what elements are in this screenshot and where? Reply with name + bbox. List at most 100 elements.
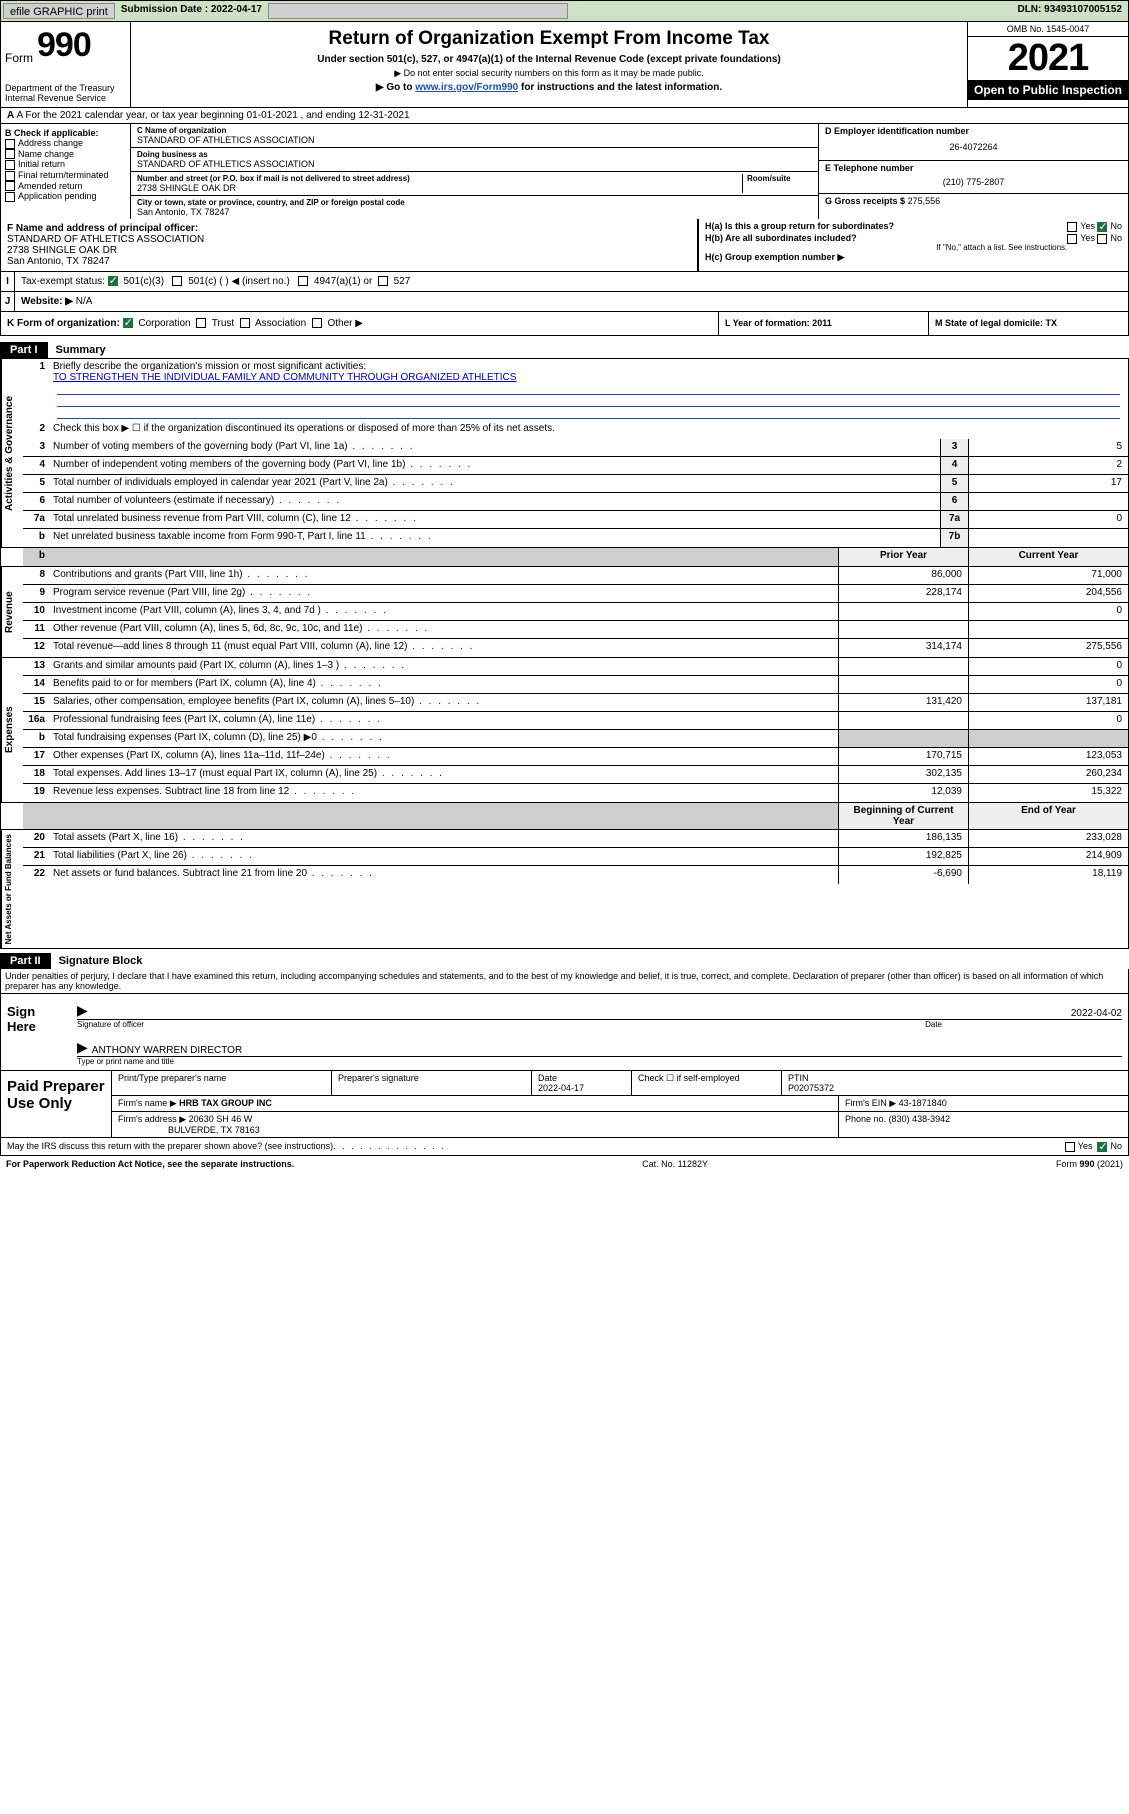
k-corp-check[interactable] (123, 318, 133, 328)
prior-val: 170,715 (838, 748, 968, 765)
row-klm: K Form of organization: Corporation Trus… (0, 312, 1129, 336)
city-label: City or town, state or province, country… (137, 198, 812, 207)
line-num: 8 (23, 567, 49, 584)
firm-phone-label: Phone no. (845, 1114, 886, 1124)
line-num: 3 (23, 439, 49, 456)
part-i-tag: Part I (0, 342, 48, 358)
current-val: 260,234 (968, 766, 1128, 783)
firm-addr2: BULVERDE, TX 78163 (168, 1125, 260, 1135)
line-val: 5 (968, 439, 1128, 456)
hb-yes-check[interactable] (1067, 234, 1077, 244)
row-f-h: F Name and address of principal officer:… (0, 219, 1129, 272)
room-label: Room/suite (747, 174, 812, 183)
current-val: 275,556 (968, 639, 1128, 657)
org-name: STANDARD OF ATHLETICS ASSOCIATION (137, 135, 812, 145)
prior-val: 12,039 (838, 784, 968, 802)
prior-val: 131,420 (838, 694, 968, 711)
line-desc: Benefits paid to or for members (Part IX… (49, 676, 838, 693)
discuss-no-check[interactable] (1097, 1142, 1107, 1152)
paid-preparer-label: Paid Preparer Use Only (1, 1071, 111, 1137)
vtab-activities: Activities & Governance (1, 359, 23, 547)
k-trust-check[interactable] (196, 318, 206, 328)
colb-check[interactable] (5, 171, 15, 181)
l-year-formation: L Year of formation: 2011 (725, 318, 832, 328)
gross-label: G Gross receipts $ (825, 196, 905, 206)
line-desc: Total fundraising expenses (Part IX, col… (49, 730, 838, 747)
line-num: 9 (23, 585, 49, 602)
note-ssn: ▶ Do not enter social security numbers o… (137, 68, 961, 79)
part-i-title: Summary (48, 342, 114, 358)
line-desc: Total number of individuals employed in … (49, 475, 940, 492)
firm-ein-label: Firm's EIN ▶ (845, 1098, 896, 1108)
phone-label: E Telephone number (825, 163, 1122, 173)
line-num: 17 (23, 748, 49, 765)
firm-name: HRB TAX GROUP INC (179, 1098, 272, 1108)
line-num: 13 (23, 658, 49, 675)
dba-label: Doing business as (137, 150, 812, 159)
current-val (968, 621, 1128, 638)
current-val: 18,119 (968, 866, 1128, 884)
row-i: I Tax-exempt status: 501(c)(3) 501(c) ( … (0, 272, 1129, 292)
i-501c-check[interactable] (172, 276, 182, 286)
line-desc: Total unrelated business revenue from Pa… (49, 511, 940, 528)
line-val: 0 (968, 511, 1128, 528)
prior-val (838, 730, 968, 747)
ha-no-check[interactable] (1097, 222, 1107, 232)
ha-yes-check[interactable] (1067, 222, 1077, 232)
current-val: 204,556 (968, 585, 1128, 602)
topbar: efile GRAPHIC print Submission Date : 20… (0, 0, 1129, 22)
blank-button[interactable] (268, 3, 568, 19)
note-link: ▶ Go to www.irs.gov/Form990 for instruct… (137, 82, 961, 93)
i-4947-check[interactable] (298, 276, 308, 286)
k-other-check[interactable] (312, 318, 322, 328)
k-label: K Form of organization: (7, 318, 120, 329)
summary-netassets: Net Assets or Fund Balances 20Total asse… (0, 830, 1129, 949)
colb-check[interactable] (5, 160, 15, 170)
row-a-period: A A For the 2021 calendar year, or tax y… (0, 108, 1129, 124)
colb-check[interactable] (5, 181, 15, 191)
f-line1: STANDARD OF ATHLETICS ASSOCIATION (7, 234, 204, 245)
part-ii-title: Signature Block (51, 953, 151, 969)
gross-value: 275,556 (908, 196, 941, 206)
line-desc: Salaries, other compensation, employee b… (49, 694, 838, 711)
line-num: 4 (23, 457, 49, 474)
hc-label: H(c) Group exemption number ▶ (705, 252, 844, 262)
line-desc: Other expenses (Part IX, column (A), lin… (49, 748, 838, 765)
firm-phone: (830) 438-3942 (889, 1114, 951, 1124)
form-header: Form 990 Department of the Treasury Inte… (0, 22, 1129, 108)
prior-val: 86,000 (838, 567, 968, 584)
colb-check[interactable] (5, 149, 15, 159)
discuss-yes-check[interactable] (1065, 1142, 1075, 1152)
colb-check[interactable] (5, 139, 15, 149)
line-val: 17 (968, 475, 1128, 492)
current-val: 15,322 (968, 784, 1128, 802)
line-desc: Number of independent voting members of … (49, 457, 940, 474)
irs-link[interactable]: www.irs.gov/Form990 (415, 82, 518, 93)
hb-no-check[interactable] (1097, 234, 1107, 244)
ha-label: H(a) Is this a group return for subordin… (705, 221, 894, 231)
prep-selfemp: Check ☐ if self-employed (638, 1073, 740, 1083)
summary-head-revexp: . b Prior Year Current Year (0, 548, 1129, 567)
current-val: 71,000 (968, 567, 1128, 584)
line-num: b (23, 529, 49, 547)
efile-print-button[interactable]: efile GRAPHIC print (3, 3, 115, 19)
line-num: 6 (23, 493, 49, 510)
current-val: 123,053 (968, 748, 1128, 765)
prior-val (838, 658, 968, 675)
sign-here-label: Sign Here (1, 994, 71, 1070)
line-desc: Net assets or fund balances. Subtract li… (49, 866, 838, 884)
line-num: 5 (23, 475, 49, 492)
i-527-check[interactable] (378, 276, 388, 286)
firm-name-label: Firm's name ▶ (118, 1098, 177, 1108)
prior-val: 186,135 (838, 830, 968, 847)
colb-check[interactable] (5, 192, 15, 202)
sign-here: Sign Here ▶ 2022-04-02 Signature of offi… (0, 994, 1129, 1071)
open-public-badge: Open to Public Inspection (968, 81, 1128, 100)
col-b-header: B Check if applicable: (5, 128, 126, 138)
prior-val: -6,690 (838, 866, 968, 884)
line-num: 11 (23, 621, 49, 638)
hb-label: H(b) Are all subordinates included? (705, 233, 857, 243)
line-num: 21 (23, 848, 49, 865)
i-501c3-check[interactable] (108, 276, 118, 286)
k-assoc-check[interactable] (240, 318, 250, 328)
